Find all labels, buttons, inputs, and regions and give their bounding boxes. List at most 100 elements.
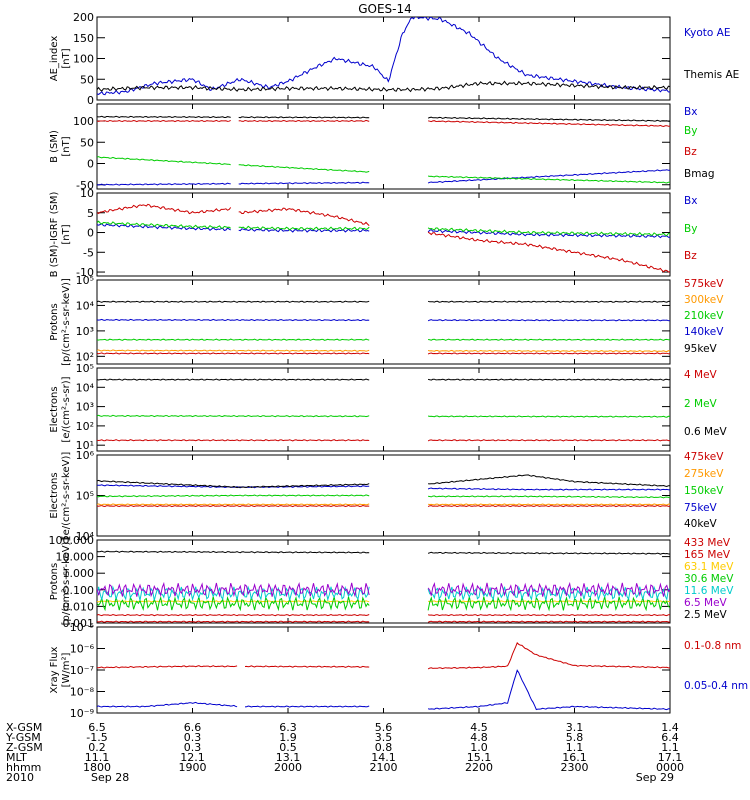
legend-entry: 275keV [684, 468, 724, 480]
legend-entry: 150keV [684, 485, 724, 497]
panel-6: 10⁴ 10⁵ 10⁶ Electrons [e/(cm²-s-sr-keV)] 475k… [49, 449, 724, 543]
x-axis-value: 1.9 [279, 731, 297, 744]
y-axis-label: B (SM) [49, 130, 60, 163]
x-axis-value: 0000 [656, 761, 684, 774]
series-group [97, 17, 670, 96]
series-group [97, 474, 670, 508]
y-tick-label: 200 [73, 11, 94, 24]
x-axis-value: 2100 [370, 761, 398, 774]
legend-entry: 75keV [684, 502, 718, 514]
series-line-kyoto-ae [97, 17, 670, 96]
series-line-bx [97, 169, 670, 186]
y-tick-label: -10 [76, 266, 94, 279]
panel-frame [96, 539, 671, 624]
x-axis-value: 2200 [465, 761, 493, 774]
y-axis-label: [W/m²] [61, 652, 72, 687]
legend-entry: 2 MeV [684, 398, 718, 410]
x-axis-value: 4.5 [470, 721, 488, 734]
panel-4: 10² 10³ 10⁴ 10⁵ Protons [p/(cm²-s-sr-keV)] 575… [49, 274, 724, 366]
series-line-40kev [97, 474, 670, 489]
y-tick-label: 10³ [76, 401, 94, 414]
y-axis-label: [p/(cm²-s-sr-keV)] [61, 538, 72, 626]
series-line-433-mev [97, 620, 670, 623]
legend-entry: Bx [684, 195, 697, 207]
x-axis-value: 12.1 [180, 751, 205, 764]
x-axis-value: 14.1 [371, 751, 396, 764]
legend-entry: Kyoto AE [684, 27, 730, 39]
series-line-by [97, 156, 670, 184]
panel-7: 0.001 0.010 0.100 1.000 10.000 100.000 Protons… [49, 534, 735, 630]
figure-title: GOES-14 [358, 2, 412, 16]
y-tick-label: 50 [80, 73, 94, 86]
legend-entry: 140keV [684, 326, 724, 338]
x-axis-value: 1.1 [661, 741, 679, 754]
y-tick-label: 50 [80, 136, 94, 149]
series-line-140kev [97, 318, 670, 322]
series-line-0-6-mev [97, 378, 670, 381]
y-tick-label: 0.001 [63, 617, 95, 630]
series-line-75kev [97, 484, 670, 491]
x-axis-value: -1.5 [86, 731, 107, 744]
legend-entry: 300keV [684, 294, 724, 306]
x-axis-value: 0.8 [375, 741, 393, 754]
series-line-by [97, 220, 670, 237]
x-axis-value: 5.6 [375, 721, 393, 734]
x-axis-value: 2000 [274, 761, 302, 774]
y-tick-label: 10⁵ [76, 274, 94, 287]
y-tick-label: 0 [87, 227, 94, 240]
x-axis-row-label: X-GSM [6, 721, 42, 734]
y-tick-label: 10.000 [56, 551, 95, 564]
y-tick-label: 10² [76, 420, 94, 433]
series-line-0-05-0-4-nm [97, 669, 670, 711]
x-axis-value: 6.4 [661, 731, 679, 744]
panel-2: -50 0 50 100 B (SM) [nT] Bx By Bz Bmag [49, 103, 715, 192]
legend-entry: By [684, 125, 697, 137]
x-axis-value: 0.2 [88, 741, 106, 754]
y-axis-label: Protons [49, 303, 60, 340]
x-axis-value: 6.6 [184, 721, 202, 734]
legend-entry: 40keV [684, 518, 718, 530]
x-axis-value: 1.0 [470, 741, 488, 754]
series-line-6-5-mev [97, 581, 670, 598]
series-line-4-mev [97, 439, 670, 442]
series-line-300kev [97, 349, 670, 353]
legend-entry: 210keV [684, 310, 724, 322]
y-axis-label: AE_index [49, 36, 60, 82]
y-tick-label: 10⁴ [76, 530, 95, 543]
y-tick-label: 5 [87, 207, 94, 220]
x-axis-value: 0.3 [184, 741, 202, 754]
series-line-165-mev [97, 613, 670, 617]
series-line-30-6-mev [97, 595, 670, 612]
legend-entry: 4 MeV [684, 369, 718, 381]
y-axis-label: Protons [49, 563, 60, 600]
y-tick-label: 10 [80, 187, 94, 200]
series-line-475kev [97, 504, 670, 508]
legend-entry: Bz [684, 146, 697, 158]
x-axis-value: 11.1 [85, 751, 110, 764]
series-line-bz [97, 203, 670, 273]
y-axis-label: Xray Flux [49, 646, 60, 693]
x-axis-value: 16.1 [562, 751, 587, 764]
y-tick-label: 0 [87, 158, 94, 171]
y-tick-label: 10⁴ [76, 299, 95, 312]
x-axis-value: 15.1 [467, 751, 492, 764]
series-line-210kev [97, 338, 670, 341]
legend-entry: By [684, 223, 697, 235]
x-axis-value: 0.5 [279, 741, 297, 754]
legend-entry: 0.05-0.4 nm [684, 680, 748, 692]
y-tick-label: 10² [76, 350, 94, 363]
x-axis-value: 3.1 [566, 721, 584, 734]
y-tick-label: 10⁻⁹ [70, 707, 94, 720]
y-tick-label: 10⁵ [76, 362, 94, 375]
y-tick-label: -5 [83, 246, 94, 259]
series-group [97, 115, 670, 186]
panel-1: 0 50 100 150 200 AE_index [nT] Kyoto AE Themis A… [49, 11, 739, 107]
x-axis-value: 13.1 [276, 751, 301, 764]
x-axis-value: 1.4 [661, 721, 679, 734]
y-tick-label: 0 [87, 94, 94, 107]
legend-entry: 0.1-0.8 nm [684, 640, 741, 652]
legend-entry: 2.5 MeV [684, 609, 728, 621]
x-axis-value: Sep 28 [91, 771, 129, 784]
legend-entry: 575keV [684, 278, 724, 290]
